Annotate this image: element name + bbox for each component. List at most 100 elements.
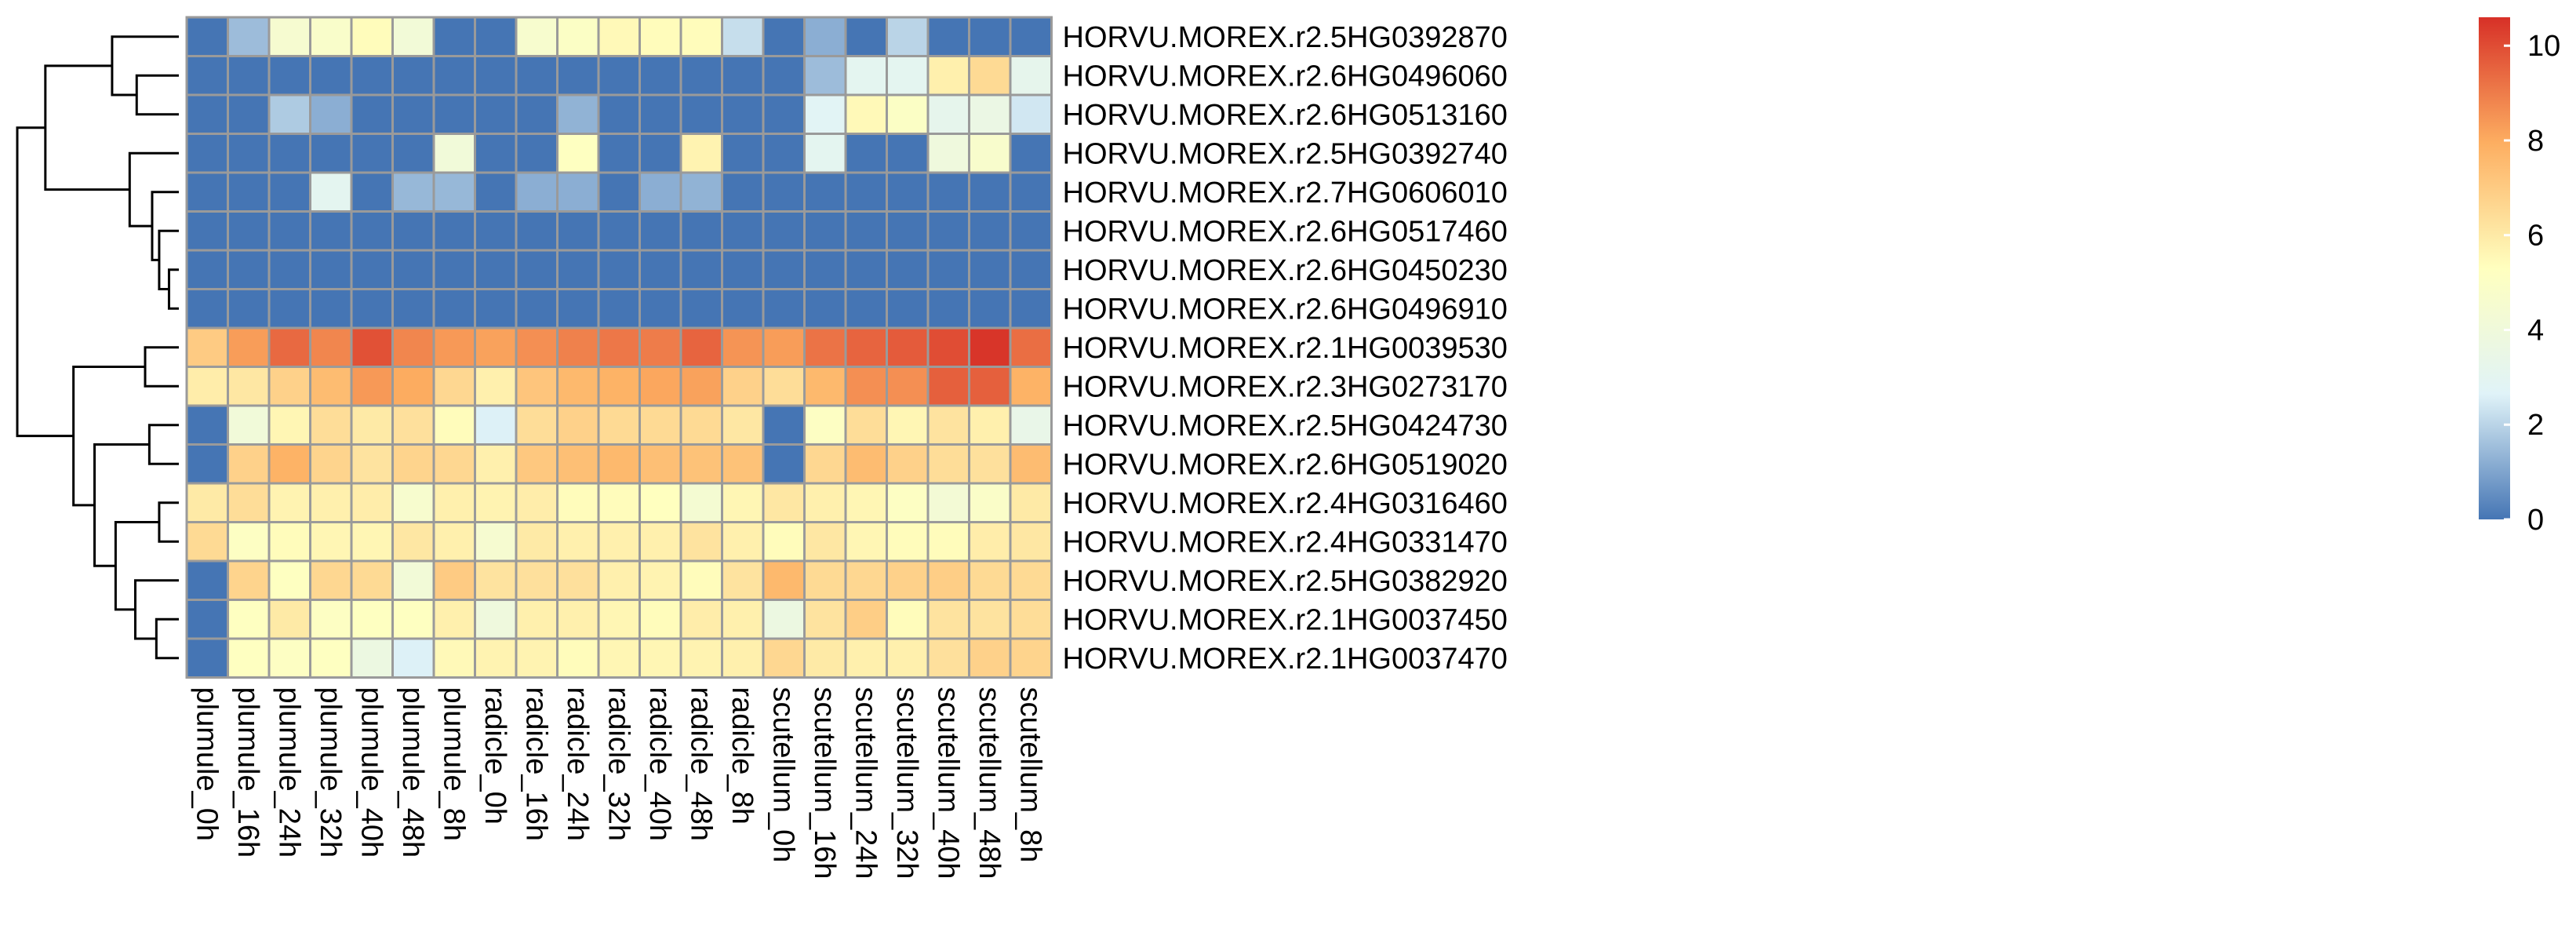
heatmap-cell (432, 133, 476, 174)
heatmap-cell (762, 559, 806, 601)
heatmap-cell (639, 521, 682, 563)
heatmap-cell (267, 171, 311, 213)
heatmap-cell (350, 93, 394, 135)
heatmap-cell (1009, 93, 1053, 135)
heatmap-cell (1009, 16, 1053, 57)
heatmap-cell (639, 171, 682, 213)
heatmap-cell (679, 326, 723, 368)
heatmap-cell (639, 366, 682, 407)
heatmap-cell (597, 404, 641, 446)
heatmap-cell (844, 599, 888, 640)
heatmap-cell (762, 16, 806, 57)
heatmap-cell (474, 55, 518, 97)
heatmap-cell (803, 443, 847, 485)
heatmap-cell (1009, 210, 1053, 252)
heatmap-cell (309, 288, 353, 330)
heatmap-cell (926, 443, 970, 485)
heatmap-cell (597, 443, 641, 485)
heatmap-cell (844, 16, 888, 57)
heatmap-cell (391, 16, 435, 57)
column-label: radicle_16h (519, 687, 552, 841)
heatmap-cell (267, 133, 311, 174)
heatmap-cell (1009, 599, 1053, 640)
heatmap-cell (391, 637, 435, 679)
heatmap-cell (597, 93, 641, 135)
heatmap-cell (844, 288, 888, 330)
heatmap-cell (679, 16, 723, 57)
legend-tick-label: 10 (2527, 30, 2560, 63)
heatmap-cell (391, 559, 435, 601)
heatmap-cell (391, 599, 435, 640)
heatmap-cell (350, 599, 394, 640)
heatmap-cell (515, 559, 558, 601)
heatmap-cell (432, 559, 476, 601)
heatmap-cell (391, 482, 435, 523)
heatmap-cell (597, 171, 641, 213)
heatmap-cell (185, 288, 229, 330)
heatmap-cell (515, 599, 558, 640)
heatmap-cell (721, 171, 765, 213)
heatmap-cell (968, 637, 1012, 679)
heatmap-cell (597, 133, 641, 174)
column-labels: plumule_0h plumule_16h plumule_24h plumule_… (190, 687, 1046, 880)
column-label: scutellum_0h (766, 687, 799, 863)
heatmap-cell (968, 171, 1012, 213)
legend-tick-label: 8 (2527, 125, 2544, 158)
heatmap-cell (309, 637, 353, 679)
heatmap-cell (926, 210, 970, 252)
heatmap-cell (844, 55, 888, 97)
heatmap-cell (185, 443, 229, 485)
heatmap-cell (721, 404, 765, 446)
heatmap-cell (1009, 171, 1053, 213)
heatmap-cell (432, 249, 476, 290)
dendrogram-branch (147, 424, 179, 465)
heatmap-cell (432, 521, 476, 563)
heatmap-cell (432, 171, 476, 213)
heatmap-cell (556, 133, 600, 174)
row-label: HORVU.MOREX.r2.1HG0037470 (1063, 643, 1508, 676)
heatmap-cell (803, 366, 847, 407)
heatmap-cell (267, 210, 311, 252)
column-label: plumule_24h (272, 687, 305, 858)
heatmap-cell (803, 55, 847, 97)
heatmap-cell (267, 443, 311, 485)
heatmap-cell (679, 171, 723, 213)
row-label: HORVU.MOREX.r2.3HG0273170 (1063, 370, 1508, 403)
row-labels: HORVU.MOREX.r2.5HG0392870 HORVU.MOREX.r2.… (1063, 21, 1508, 676)
heatmap-cell (886, 404, 930, 446)
heatmap-cell (474, 249, 518, 290)
heatmap-cell (639, 16, 682, 57)
heatmap-cell (762, 210, 806, 252)
heatmap-cell (803, 521, 847, 563)
heatmap-cell (474, 599, 518, 640)
heatmap-cell (391, 443, 435, 485)
heatmap-cell (762, 443, 806, 485)
heatmap-cell (350, 404, 394, 446)
heatmap-cell (679, 599, 723, 640)
heatmap-cell (391, 171, 435, 213)
row-dendrogram (16, 35, 179, 660)
column-label: scutellum_16h (808, 687, 841, 880)
heatmap-cell (515, 404, 558, 446)
legend-color-bar (2479, 17, 2510, 519)
column-label: plumule_16h (231, 687, 264, 858)
heatmap-cell (639, 210, 682, 252)
heatmap-cell (721, 482, 765, 523)
heatmap-cell (474, 521, 518, 563)
heatmap-cell (474, 326, 518, 368)
heatmap-cell (227, 171, 271, 213)
heatmap-cell (762, 288, 806, 330)
heatmap-cell (597, 559, 641, 601)
row-label: HORVU.MOREX.r2.1HG0039530 (1063, 332, 1508, 365)
heatmap-cell (515, 521, 558, 563)
heatmap-cell (679, 55, 723, 97)
heatmap-cell (227, 249, 271, 290)
heatmap-cell (968, 599, 1012, 640)
heatmap-cell (227, 133, 271, 174)
heatmap-cell (474, 366, 518, 407)
heatmap-cell (515, 482, 558, 523)
heatmap-cell (721, 599, 765, 640)
heatmap-cell (762, 482, 806, 523)
heatmap-cell (803, 93, 847, 135)
heatmap-cell (968, 521, 1012, 563)
